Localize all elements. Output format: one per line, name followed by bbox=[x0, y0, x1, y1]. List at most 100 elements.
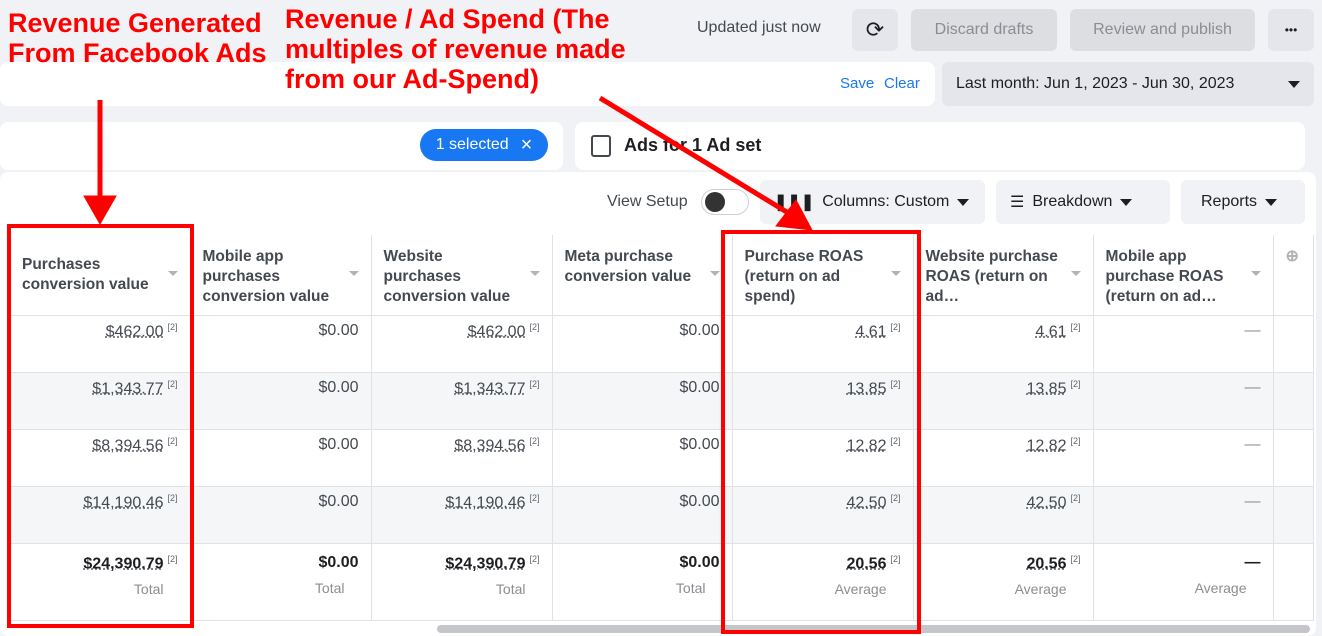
column-header-label: Purchases conversion value bbox=[22, 256, 149, 293]
totals-row: $24,390.79 [2] Total $0.00 Total $24,390.79 [2… bbox=[10, 543, 1314, 621]
table-cell bbox=[1273, 486, 1314, 544]
cell-value[interactable]: $1,343.77 bbox=[92, 379, 164, 397]
selected-pill[interactable]: 1 selected × bbox=[420, 129, 548, 161]
add-column[interactable]: ⊕ bbox=[1273, 235, 1314, 316]
cell-value: $0.00 bbox=[679, 378, 720, 396]
table-cell: $0.00 bbox=[552, 429, 733, 487]
footnote: [2] bbox=[167, 378, 178, 389]
sort-caret-icon[interactable] bbox=[1070, 271, 1081, 276]
column-header[interactable]: Purchase ROAS (return on ad spend) bbox=[732, 235, 914, 316]
cell-value[interactable]: 13.85 bbox=[1026, 379, 1067, 397]
sort-caret-icon[interactable] bbox=[890, 271, 901, 276]
cell-value: $0.00 bbox=[318, 378, 359, 396]
footnote: [2] bbox=[1070, 321, 1081, 332]
clear-link[interactable]: Clear bbox=[884, 75, 920, 92]
footnote: [2] bbox=[167, 321, 178, 332]
sort-caret-icon[interactable] bbox=[709, 271, 720, 276]
table-cell: 42.50 [2] bbox=[732, 486, 914, 544]
table-cell bbox=[1273, 315, 1314, 373]
footnote: [2] bbox=[529, 321, 540, 332]
total-cell: $0.00 Total bbox=[552, 543, 733, 621]
cell-value[interactable]: 42.50 bbox=[1026, 493, 1067, 511]
sort-caret-icon[interactable] bbox=[1250, 271, 1261, 276]
table-cell: $8,394.56 [2] bbox=[371, 429, 553, 487]
table-cell: 4.61 [2] bbox=[913, 315, 1094, 373]
column-header[interactable]: Website purchase ROAS (return on ad… bbox=[913, 235, 1094, 316]
table-cell: $0.00 bbox=[190, 372, 372, 430]
table-cell: 13.85 [2] bbox=[732, 372, 914, 430]
table-cell: 4.61 [2] bbox=[732, 315, 914, 373]
table-row[interactable]: $1,343.77 [2] $0.00 $1,343.77 [2] $0.00 13.85[… bbox=[10, 372, 1314, 430]
column-header[interactable]: Mobile app purchases conversion value bbox=[190, 235, 372, 316]
caret-down-icon bbox=[1288, 80, 1300, 88]
table-cell: — bbox=[1093, 486, 1274, 544]
footnote: [2] bbox=[890, 378, 901, 389]
table-row[interactable]: $14,190.46 [2] $0.00 $14,190.46 [2] $0.00 42.5… bbox=[10, 486, 1314, 544]
ads-panel: Ads for 1 Ad set bbox=[575, 122, 1305, 170]
horizontal-scrollbar[interactable] bbox=[437, 625, 1310, 633]
table-cell: — bbox=[1093, 372, 1274, 430]
cell-value: $0.00 bbox=[679, 435, 720, 453]
caret-down-icon bbox=[1120, 198, 1133, 206]
view-setup-toggle[interactable] bbox=[701, 189, 749, 215]
cell-value[interactable]: $1,343.77 bbox=[454, 379, 526, 397]
table-cell: $0.00 bbox=[552, 315, 733, 373]
cell-value[interactable]: 20.56 bbox=[846, 554, 887, 572]
column-header[interactable]: Mobile app purchase ROAS (return on ad… bbox=[1093, 235, 1274, 316]
cell-value[interactable]: $462.00 bbox=[467, 322, 526, 340]
breakdown-button[interactable]: ☰ Breakdown bbox=[996, 180, 1170, 224]
column-header[interactable]: Purchases conversion value bbox=[10, 235, 191, 316]
cell-value[interactable]: 12.82 bbox=[846, 436, 887, 454]
refresh-button[interactable]: ⟳ bbox=[852, 9, 898, 51]
annotation-box-revenue bbox=[7, 224, 194, 628]
date-range-dropdown[interactable]: Last month: Jun 1, 2023 - Jun 30, 2023 bbox=[942, 62, 1314, 106]
cell-value[interactable]: $462.00 bbox=[105, 322, 164, 340]
total-label: Total bbox=[495, 580, 526, 597]
sort-caret-icon[interactable] bbox=[167, 271, 178, 276]
cell-value[interactable]: $8,394.56 bbox=[454, 436, 526, 454]
cell-value[interactable]: $24,390.79 bbox=[445, 554, 526, 572]
table-row[interactable]: $462.00 [2] $0.00 $462.00 [2] $0.00 4.61 [2] 4.6… bbox=[10, 315, 1314, 373]
column-header[interactable]: Website purchases conversion value bbox=[371, 235, 553, 316]
add-column-icon[interactable]: ⊕ bbox=[1285, 248, 1299, 265]
footnote: [2] bbox=[167, 492, 178, 503]
cell-value: $0.00 bbox=[679, 492, 720, 510]
cell-value[interactable]: $14,190.46 bbox=[445, 493, 526, 511]
cell-value[interactable]: 4.61 bbox=[1035, 322, 1067, 340]
column-header[interactable]: Meta purchase conversion value bbox=[552, 235, 733, 316]
table-row[interactable]: $8,394.56 [2] $0.00 $8,394.56 [2] $0.00 12.82[… bbox=[10, 429, 1314, 487]
footnote: [2] bbox=[529, 553, 540, 564]
cell-value[interactable]: $14,190.46 bbox=[83, 493, 164, 511]
sort-caret-icon[interactable] bbox=[348, 271, 359, 276]
discard-drafts-button[interactable]: Discard drafts bbox=[911, 9, 1057, 51]
footnote: [2] bbox=[890, 553, 901, 564]
table-cell: $1,343.77 [2] bbox=[10, 372, 191, 430]
review-publish-button[interactable]: Review and publish bbox=[1070, 9, 1255, 51]
cell-value[interactable]: 4.61 bbox=[855, 322, 887, 340]
cell-value[interactable]: 20.56 bbox=[1026, 554, 1067, 572]
more-button[interactable]: ••• bbox=[1268, 9, 1314, 51]
total-label: Total bbox=[314, 579, 345, 596]
footnote: [2] bbox=[890, 435, 901, 446]
cell-value[interactable]: 13.85 bbox=[846, 379, 887, 397]
footnote: [2] bbox=[1070, 435, 1081, 446]
columns-label: Columns: Custom bbox=[822, 193, 950, 210]
save-link[interactable]: Save bbox=[840, 75, 875, 92]
total-cell: 20.56 [2] Average bbox=[732, 543, 914, 621]
cell-value[interactable]: $24,390.79 bbox=[83, 554, 164, 572]
table-cell: 12.82 [2] bbox=[732, 429, 914, 487]
total-cell: $24,390.79 [2] Total bbox=[371, 543, 553, 621]
close-icon[interactable]: × bbox=[520, 133, 533, 156]
sort-caret-icon[interactable] bbox=[529, 271, 540, 276]
cell-value[interactable]: 42.50 bbox=[846, 493, 887, 511]
total-label: Average bbox=[1014, 580, 1067, 597]
table-cell: $462.00 [2] bbox=[371, 315, 553, 373]
cell-value[interactable]: $8,394.56 bbox=[92, 436, 164, 454]
reports-button[interactable]: Reports bbox=[1181, 180, 1305, 224]
total-cell: $0.00 Total bbox=[190, 543, 372, 621]
table-cell: $14,190.46 [2] bbox=[10, 486, 191, 544]
cell-value[interactable]: 12.82 bbox=[1026, 436, 1067, 454]
footnote: [2] bbox=[529, 378, 540, 389]
data-table: Purchases conversion value Mobile app pur… bbox=[10, 235, 1314, 621]
